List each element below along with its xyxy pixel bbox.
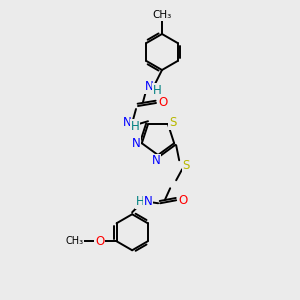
- Text: N: N: [131, 137, 140, 150]
- Text: O: O: [178, 194, 188, 207]
- Text: S: S: [182, 159, 190, 172]
- Text: O: O: [95, 235, 104, 248]
- Text: CH₃: CH₃: [152, 10, 172, 20]
- Text: N: N: [145, 80, 153, 94]
- Text: N: N: [144, 195, 152, 208]
- Text: S: S: [169, 116, 177, 129]
- Text: N: N: [123, 116, 131, 130]
- Text: H: H: [153, 83, 161, 97]
- Text: H: H: [130, 119, 140, 133]
- Text: N: N: [152, 154, 160, 167]
- Text: CH₃: CH₃: [65, 236, 84, 246]
- Text: O: O: [158, 97, 168, 110]
- Text: H: H: [136, 195, 145, 208]
